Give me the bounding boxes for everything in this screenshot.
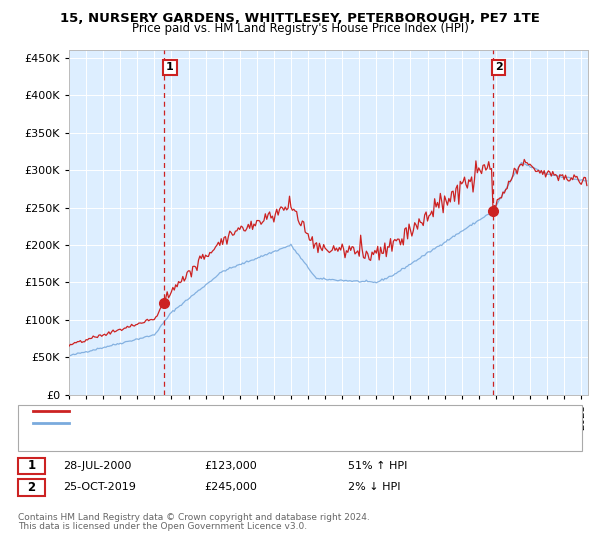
Text: 51% ↑ HPI: 51% ↑ HPI (348, 461, 407, 471)
Text: £245,000: £245,000 (204, 482, 257, 492)
Text: 2: 2 (28, 480, 35, 494)
Text: 1: 1 (28, 459, 35, 473)
Text: 15, NURSERY GARDENS, WHITTLESEY, PETERBOROUGH, PE7 1TE (detached house): 15, NURSERY GARDENS, WHITTLESEY, PETERBO… (75, 406, 506, 416)
Text: 1: 1 (166, 63, 174, 72)
Text: Price paid vs. HM Land Registry's House Price Index (HPI): Price paid vs. HM Land Registry's House … (131, 22, 469, 35)
Text: 2: 2 (495, 63, 503, 72)
Text: 28-JUL-2000: 28-JUL-2000 (63, 461, 131, 471)
Text: 15, NURSERY GARDENS, WHITTLESEY, PETERBOROUGH, PE7 1TE: 15, NURSERY GARDENS, WHITTLESEY, PETERBO… (60, 12, 540, 25)
Text: 2% ↓ HPI: 2% ↓ HPI (348, 482, 401, 492)
Text: 25-OCT-2019: 25-OCT-2019 (63, 482, 136, 492)
Text: Contains HM Land Registry data © Crown copyright and database right 2024.: Contains HM Land Registry data © Crown c… (18, 513, 370, 522)
Text: HPI: Average price, detached house, Fenland: HPI: Average price, detached house, Fenl… (75, 418, 309, 428)
Text: This data is licensed under the Open Government Licence v3.0.: This data is licensed under the Open Gov… (18, 522, 307, 531)
Text: £123,000: £123,000 (204, 461, 257, 471)
